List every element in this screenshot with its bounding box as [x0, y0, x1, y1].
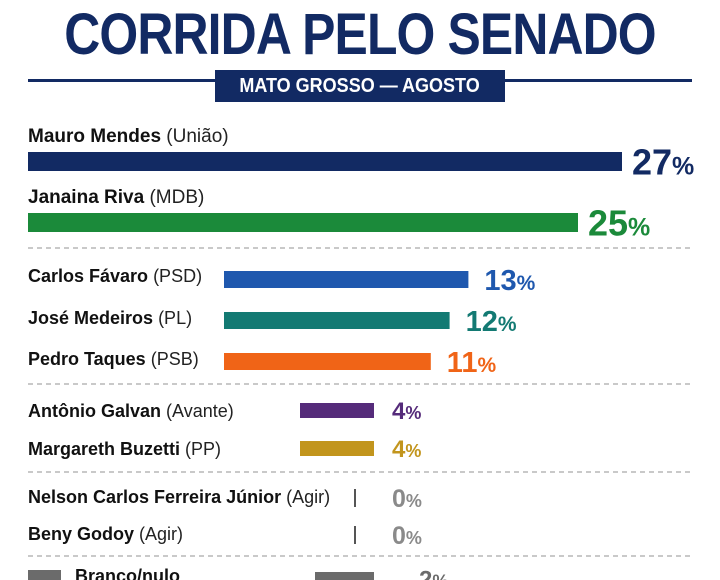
candidate-party: (Avante): [161, 401, 234, 421]
candidate-label: Janaina Riva (MDB): [28, 187, 204, 208]
value-unit: %: [477, 354, 496, 377]
bar: [28, 213, 578, 232]
candidate-party: (PL): [153, 308, 192, 328]
bar: [224, 271, 469, 288]
value-number: 12: [466, 306, 498, 338]
value-label: 4%: [392, 436, 421, 463]
candidate-name: Pedro Taques: [28, 349, 146, 369]
candidate-label: Mauro Mendes (União): [28, 126, 229, 147]
candidate-name: José Medeiros: [28, 308, 153, 328]
bar: [28, 152, 622, 171]
value-number: 11: [447, 347, 478, 379]
value-number: 13: [484, 265, 516, 297]
candidate-label: José Medeiros (PL): [28, 308, 192, 328]
value-label: 25%: [588, 202, 650, 243]
candidate-label: Branco/nulo: [75, 566, 180, 580]
value-unit: %: [628, 213, 650, 241]
value-label: 27%: [632, 141, 694, 182]
candidate-party: (MDB): [144, 187, 204, 208]
candidate-party: (Agir): [281, 487, 330, 507]
chart-title: CORRIDA PELO SENADO: [64, 2, 656, 67]
bar-zero-marker: [354, 526, 356, 544]
candidate-name: Beny Godoy: [28, 524, 134, 544]
candidate-party: (PP): [180, 439, 221, 459]
bar: [224, 312, 450, 329]
value-number: 4: [392, 436, 406, 463]
bar-zero-marker: [354, 489, 356, 507]
value-number: 25: [588, 202, 628, 243]
value-label: 0%: [392, 485, 422, 513]
title-rule-left: [28, 79, 215, 82]
value-unit: %: [498, 313, 517, 336]
candidate-name: Branco/nulo: [75, 566, 180, 580]
bar: [315, 572, 374, 580]
bar: [224, 353, 431, 370]
value-number: 4: [392, 398, 406, 425]
value-label: 2%: [419, 567, 448, 580]
candidate-label: Beny Godoy (Agir): [28, 524, 183, 544]
candidate-label: Nelson Carlos Ferreira Júnior (Agir): [28, 487, 330, 507]
bar: [300, 403, 374, 418]
value-unit: %: [672, 152, 694, 180]
candidate-name: Mauro Mendes: [28, 126, 161, 147]
value-number: 27: [632, 141, 672, 182]
value-label: 12%: [466, 306, 517, 338]
chart-subtitle-text: MATO GROSSO — AGOSTO: [239, 75, 481, 97]
candidate-name: Margareth Buzetti: [28, 439, 180, 459]
candidate-label: Margareth Buzetti (PP): [28, 439, 221, 459]
candidate-name: Antônio Galvan: [28, 401, 161, 421]
legend-swatch: [28, 570, 61, 580]
value-label: 4%: [392, 398, 421, 425]
candidate-party: (Agir): [134, 524, 183, 544]
value-number: 0: [392, 485, 406, 513]
value-number: 2: [419, 567, 432, 580]
value-unit: %: [406, 528, 422, 548]
candidate-label: Pedro Taques (PSB): [28, 349, 199, 369]
candidate-party: (União): [161, 126, 229, 147]
candidate-name: Carlos Fávaro: [28, 266, 148, 286]
chart-subtitle: MATO GROSSO — AGOSTO: [215, 70, 505, 102]
value-label: 0%: [392, 522, 422, 550]
candidate-label: Antônio Galvan (Avante): [28, 401, 234, 421]
value-label: 11%: [447, 347, 497, 379]
value-unit: %: [405, 403, 421, 423]
value-number: 0: [392, 522, 406, 550]
value-unit: %: [517, 272, 536, 295]
candidate-name: Nelson Carlos Ferreira Júnior: [28, 487, 281, 507]
value-label: 13%: [484, 265, 535, 297]
value-unit: %: [406, 491, 422, 511]
bar: [300, 441, 374, 456]
value-unit: %: [432, 572, 448, 580]
value-unit: %: [405, 441, 421, 461]
candidate-party: (PSD): [148, 266, 202, 286]
candidate-party: (PSB): [146, 349, 199, 369]
title-rule-right: [505, 79, 692, 82]
candidate-label: Carlos Fávaro (PSD): [28, 266, 202, 286]
candidate-name: Janaina Riva: [28, 187, 145, 208]
